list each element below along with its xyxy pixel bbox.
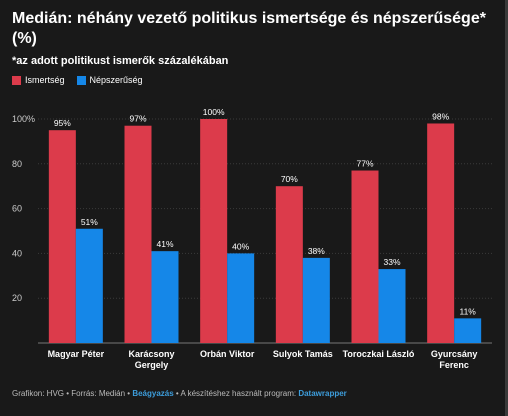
legend-item-nepszeruseg: Népszerűség bbox=[76, 75, 143, 85]
y-tick-label: 60 bbox=[12, 204, 22, 214]
y-tick-label: 20 bbox=[12, 293, 22, 303]
bar-ismertseg bbox=[427, 123, 455, 343]
y-tick-label: 80 bbox=[12, 159, 22, 169]
bar-ismertseg bbox=[351, 170, 379, 343]
x-tick-label: Karácsony bbox=[128, 349, 174, 359]
legend-swatch-nepszeruseg bbox=[76, 75, 86, 85]
data-label: 100% bbox=[203, 107, 225, 117]
data-label: 70% bbox=[281, 174, 298, 184]
datawrapper-link[interactable]: Datawrapper bbox=[298, 389, 347, 398]
x-tick-label: Sulyok Tamás bbox=[273, 349, 333, 359]
bar-ismertseg bbox=[124, 125, 152, 343]
footer-source: Grafikon: HVG • Forrás: Medián • bbox=[12, 389, 133, 398]
data-label: 77% bbox=[356, 159, 373, 169]
legend: Ismertség Népszerűség bbox=[12, 75, 143, 85]
data-label: 38% bbox=[308, 246, 325, 256]
data-label: 11% bbox=[459, 306, 476, 316]
bar-nepszeruseg bbox=[454, 318, 482, 343]
x-tick-label: Gyurcsány bbox=[431, 349, 478, 359]
legend-item-ismertseg: Ismertség bbox=[12, 75, 65, 85]
bar-nepszeruseg bbox=[75, 228, 103, 343]
x-tick-label: Toroczkai László bbox=[343, 349, 415, 359]
embed-link[interactable]: Beágyazás bbox=[132, 389, 174, 398]
x-tick-label: Ferenc bbox=[439, 360, 469, 370]
data-label: 33% bbox=[383, 257, 400, 267]
data-label: 40% bbox=[232, 241, 249, 251]
footer-middle: • A készítéshez használt program: bbox=[173, 389, 299, 398]
data-label: 98% bbox=[432, 111, 449, 121]
bar-nepszeruseg bbox=[378, 269, 406, 343]
legend-swatch-ismertseg bbox=[12, 75, 21, 85]
x-tick-label: Magyar Péter bbox=[48, 349, 105, 359]
x-tick-label: Orbán Viktor bbox=[200, 349, 255, 359]
footer: Grafikon: HVG • Forrás: Medián • Beágyaz… bbox=[12, 389, 347, 398]
y-tick-label: 100% bbox=[12, 114, 35, 124]
bar-nepszeruseg bbox=[302, 257, 330, 343]
data-label: 51% bbox=[81, 217, 98, 227]
bar-ismertseg bbox=[275, 186, 303, 343]
legend-label-ismertseg: Ismertség bbox=[25, 75, 65, 85]
chart-title: Medián: néhány vezető politikus ismertsé… bbox=[12, 10, 486, 47]
data-label: 95% bbox=[54, 118, 71, 128]
bar-ismertseg bbox=[48, 130, 76, 343]
bar-nepszeruseg bbox=[151, 251, 179, 343]
bar-ismertseg bbox=[200, 119, 228, 343]
y-tick-label: 40 bbox=[12, 248, 22, 258]
data-label: 97% bbox=[129, 114, 146, 124]
data-label: 41% bbox=[156, 239, 173, 249]
chart-subtitle: *az adott politikust ismerők százalékába… bbox=[12, 55, 229, 67]
x-tick-label: Gergely bbox=[135, 360, 169, 370]
legend-label-nepszeruseg: Népszerűség bbox=[89, 75, 143, 85]
bar-nepszeruseg bbox=[227, 253, 255, 343]
